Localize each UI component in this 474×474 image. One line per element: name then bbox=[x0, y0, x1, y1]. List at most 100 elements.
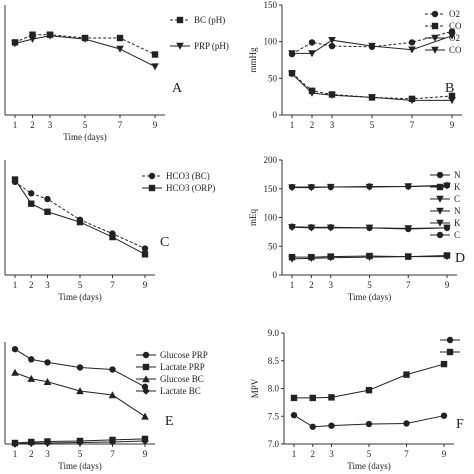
series-line bbox=[291, 226, 448, 230]
panel-letter: B bbox=[445, 81, 454, 96]
legend-item: CO bbox=[425, 45, 462, 55]
data-point bbox=[46, 32, 54, 40]
series-e-2 bbox=[11, 368, 149, 420]
x-tick-label: 9 bbox=[143, 449, 148, 459]
data-point bbox=[44, 195, 51, 203]
panel-letter: E bbox=[165, 414, 174, 429]
x-tick-label: 7 bbox=[404, 449, 409, 459]
data-point bbox=[443, 224, 451, 232]
x-tick-label: 3 bbox=[45, 449, 50, 459]
legend-item: O2 bbox=[425, 33, 460, 43]
data-point bbox=[440, 360, 448, 368]
data-point bbox=[328, 42, 336, 50]
series-d-3 bbox=[288, 182, 451, 192]
legend-label: O2 bbox=[449, 9, 460, 19]
data-point bbox=[151, 51, 159, 58]
x-tick-label: 5 bbox=[370, 120, 375, 130]
data-point bbox=[108, 438, 117, 446]
legend-label: K bbox=[454, 218, 461, 228]
legend-label: CO bbox=[449, 21, 462, 31]
data-point bbox=[368, 94, 376, 102]
legend-marker bbox=[446, 336, 454, 344]
chart-panel-c: 1 2 3 5 7 9 Time (days) HCO3 (BC) HCO3 (ORP) C bbox=[4, 160, 215, 302]
legend-item bbox=[440, 348, 460, 356]
data-point bbox=[288, 223, 296, 230]
data-point bbox=[116, 45, 124, 53]
y-axis-title: mmHg bbox=[248, 47, 258, 73]
data-point bbox=[11, 176, 19, 183]
legend-label: K bbox=[454, 182, 461, 192]
legend-label: HCO3 (BC) bbox=[166, 171, 210, 181]
data-point bbox=[326, 183, 335, 191]
legend-marker bbox=[142, 375, 150, 383]
series-d-4 bbox=[288, 253, 451, 263]
data-point bbox=[288, 50, 296, 58]
data-point bbox=[76, 387, 84, 395]
x-tick-label: 2 bbox=[29, 449, 34, 459]
chart-panel-f: 1 2 3 5 7 9 7.0 7.5 8.0 8.5 9.0 Time (days) MPV F bbox=[250, 328, 464, 471]
data-point bbox=[141, 437, 149, 445]
series-line bbox=[14, 35, 156, 68]
data-point bbox=[290, 411, 298, 419]
x-tick-label: 9 bbox=[153, 120, 158, 130]
data-point bbox=[307, 184, 316, 192]
x-tick-label: 5 bbox=[83, 120, 88, 130]
legend-marker bbox=[142, 351, 150, 359]
data-point bbox=[288, 70, 296, 78]
y-axis-title: mEq bbox=[248, 209, 258, 226]
data-point bbox=[76, 438, 84, 447]
x-tick-label: 1 bbox=[290, 280, 295, 290]
x-axis-title: Time (days) bbox=[348, 292, 391, 302]
legend-item: BC (pH) bbox=[170, 15, 225, 25]
data-point bbox=[365, 253, 374, 261]
series-a-1 bbox=[11, 32, 159, 71]
legend-label: C bbox=[454, 230, 460, 240]
series-line bbox=[292, 35, 453, 54]
x-tick-label: 1 bbox=[13, 120, 18, 130]
legend-item: C bbox=[430, 230, 460, 240]
legend-f bbox=[440, 336, 460, 356]
data-point bbox=[403, 371, 410, 378]
x-tick-label: 7 bbox=[406, 280, 411, 290]
data-point bbox=[365, 420, 373, 428]
legend-marker bbox=[436, 207, 444, 215]
data-point bbox=[11, 368, 19, 376]
y-tick-label: 50 bbox=[268, 241, 278, 251]
series-line bbox=[14, 181, 146, 250]
legend-item: K bbox=[430, 218, 461, 228]
legend-label: HCO3 (ORP) bbox=[166, 183, 215, 193]
legend-item: K bbox=[430, 182, 461, 192]
legend-label: CO bbox=[449, 45, 462, 55]
x-tick-label: 7 bbox=[110, 280, 115, 290]
x-tick-label: 3 bbox=[48, 120, 53, 130]
data-point bbox=[76, 364, 84, 371]
data-point bbox=[366, 224, 373, 232]
series-d-5 bbox=[288, 223, 451, 233]
data-point bbox=[365, 386, 373, 394]
x-tick-label: 2 bbox=[29, 280, 34, 290]
legend-item: C bbox=[430, 194, 460, 204]
series-c-1 bbox=[11, 176, 149, 258]
data-point bbox=[448, 92, 456, 100]
series-line bbox=[14, 179, 146, 255]
legend-a: BC (pH) PRP (pH) bbox=[170, 15, 229, 51]
y-tick-label: 150 bbox=[264, 184, 278, 194]
legend-marker bbox=[142, 387, 150, 395]
x-tick-label: 7 bbox=[110, 449, 115, 459]
y-tick-label: 7.0 bbox=[268, 439, 280, 449]
data-point bbox=[11, 440, 19, 448]
x-tick-label: 9 bbox=[143, 280, 148, 290]
series-e-3 bbox=[11, 437, 149, 448]
data-point bbox=[28, 200, 35, 207]
data-point bbox=[326, 254, 335, 262]
legend-item: Lactate BC bbox=[136, 386, 201, 396]
legend-item: O2 bbox=[425, 9, 460, 19]
y-tick-label: 150 bbox=[264, 0, 278, 10]
data-point bbox=[11, 345, 19, 353]
data-point bbox=[408, 97, 416, 105]
panel-letter: C bbox=[160, 235, 169, 250]
data-point bbox=[28, 356, 35, 363]
legend-item: Lactate PRP bbox=[136, 362, 205, 372]
data-point bbox=[404, 183, 413, 191]
